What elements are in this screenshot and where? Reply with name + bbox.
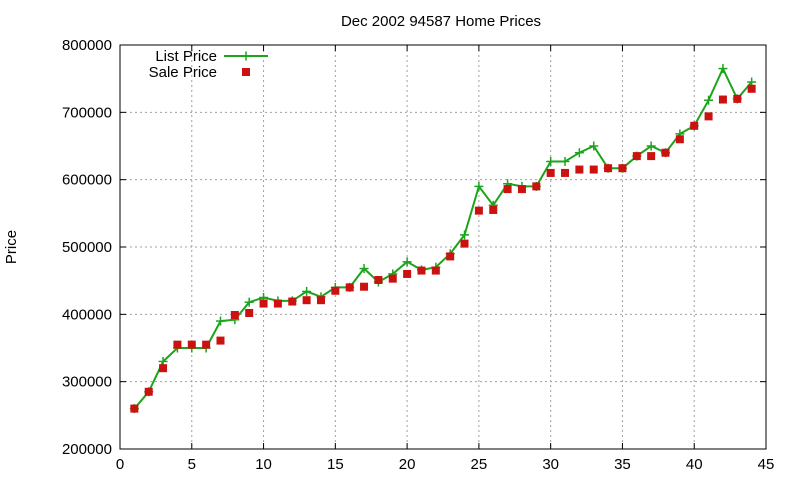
data-point: [474, 206, 483, 215]
data-point: [403, 269, 412, 278]
data-point: [345, 283, 354, 292]
x-tick-label: 45: [758, 456, 775, 473]
data-point: [302, 286, 312, 296]
data-point: [360, 282, 369, 291]
x-tick-label: 30: [542, 456, 559, 473]
data-point: [546, 168, 555, 177]
grid: [120, 45, 766, 449]
y-tick-label: 500000: [62, 239, 112, 256]
x-tick-label: 10: [255, 456, 272, 473]
data-point: [215, 316, 225, 326]
data-point: [661, 148, 670, 157]
data-point: [244, 297, 254, 307]
legend-label: List Price: [155, 48, 217, 65]
data-point: [230, 311, 239, 320]
data-point: [474, 181, 484, 191]
data-point: [374, 275, 383, 284]
legend-sample: [224, 51, 268, 61]
x-tick-label: 0: [116, 456, 124, 473]
data-point: [704, 95, 714, 105]
y-tick-label: 200000: [62, 441, 112, 458]
data-point: [316, 296, 325, 305]
data-point: [388, 274, 397, 283]
series-layer: [129, 64, 757, 414]
x-tick-label: 5: [188, 456, 196, 473]
axis-ticks: 0 5 10 15 20 25 30 35 40 45 200000 300000 400000 5000…: [62, 37, 774, 473]
data-point: [747, 84, 756, 93]
legend-sample: [242, 68, 250, 76]
data-point: [632, 152, 641, 161]
data-point: [532, 182, 541, 191]
data-point: [245, 308, 254, 317]
data-point: [646, 141, 656, 151]
data-point: [359, 264, 369, 274]
data-point: [618, 164, 627, 173]
data-point: [130, 404, 139, 413]
data-point: [302, 296, 311, 305]
data-point: [589, 141, 599, 151]
data-point: [446, 252, 455, 261]
data-point: [647, 152, 656, 161]
data-point: [402, 257, 412, 267]
data-point: [331, 286, 340, 295]
data-point: [159, 364, 168, 373]
data-point: [560, 156, 570, 166]
data-point: [216, 336, 225, 345]
y-axis-label: Price: [3, 230, 20, 264]
legend-label: Sale Price: [149, 64, 217, 81]
data-point: [144, 387, 153, 396]
data-point: [273, 299, 282, 308]
y-tick-label: 700000: [62, 104, 112, 121]
series-line: [133, 66, 753, 410]
data-point: [718, 64, 728, 74]
y-tick-label: 400000: [62, 306, 112, 323]
data-point: [259, 299, 268, 308]
data-point: [187, 340, 196, 349]
data-point: [431, 266, 440, 275]
chart-title: Dec 2002 94587 Home Prices: [341, 13, 541, 30]
data-point: [675, 135, 684, 144]
x-tick-label: 40: [686, 456, 703, 473]
data-point: [460, 239, 469, 248]
data-point: [202, 340, 211, 349]
series-list-price: [129, 64, 757, 414]
data-point: [517, 185, 526, 194]
data-point: [503, 185, 512, 194]
series-sale-price: [130, 84, 756, 413]
data-point: [417, 266, 426, 275]
y-tick-label: 800000: [62, 37, 112, 54]
x-tick-label: 25: [471, 456, 488, 473]
data-point: [288, 297, 297, 306]
data-point: [173, 340, 182, 349]
x-tick-label: 15: [327, 456, 344, 473]
x-tick-label: 35: [614, 456, 631, 473]
data-point: [489, 205, 498, 214]
data-point: [690, 121, 699, 130]
data-point: [575, 165, 584, 174]
data-point: [546, 156, 556, 166]
data-point: [460, 230, 470, 240]
data-point: [589, 165, 598, 174]
legend-marker: [242, 68, 250, 76]
legend-marker: [241, 51, 251, 61]
data-point: [704, 112, 713, 121]
data-point: [604, 164, 613, 173]
data-point: [718, 95, 727, 104]
x-tick-label: 20: [399, 456, 416, 473]
data-point: [561, 168, 570, 177]
y-tick-label: 600000: [62, 172, 112, 189]
data-point: [733, 94, 742, 103]
y-tick-label: 300000: [62, 374, 112, 391]
data-point: [574, 148, 584, 158]
